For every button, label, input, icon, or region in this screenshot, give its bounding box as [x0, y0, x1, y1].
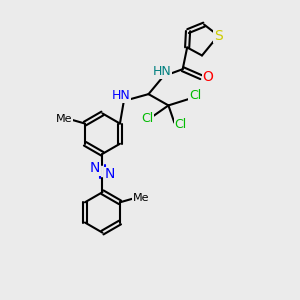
Text: N: N [105, 167, 115, 182]
Text: HN: HN [112, 89, 131, 102]
Text: Me: Me [56, 114, 72, 124]
Text: N: N [90, 161, 100, 176]
Text: Cl: Cl [142, 112, 154, 125]
Text: O: O [202, 70, 213, 84]
Text: Me: Me [133, 193, 149, 203]
Text: Cl: Cl [174, 118, 186, 130]
Text: Cl: Cl [189, 89, 201, 102]
Text: S: S [214, 28, 223, 43]
Text: HN: HN [152, 65, 171, 78]
